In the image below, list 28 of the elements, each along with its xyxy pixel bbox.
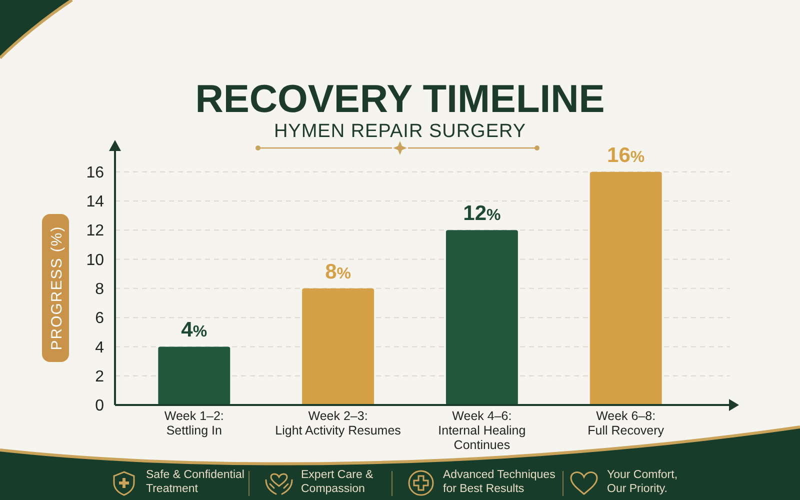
x-tick-label: Week 6–8: Full Recovery — [588, 409, 665, 438]
y-tick-label: 8 — [95, 281, 104, 298]
text: Safe & Confidential Treatment — [146, 469, 244, 495]
y-tick-label: 14 — [86, 194, 104, 211]
data-label: 16% — [607, 144, 645, 167]
chart-subtitle: HYMEN REPAIR SURGERY — [274, 121, 526, 142]
bar — [590, 172, 662, 405]
text: Your Comfort, Our Priority. — [607, 469, 678, 495]
y-tick-label: 6 — [95, 310, 104, 328]
text: Advanced Techniques for Best Results — [443, 469, 556, 495]
y-tick-label: 4 — [95, 339, 104, 356]
x-tick-label: Week 2–3: Light Activity Resumes — [275, 409, 401, 438]
y-tick-label: 12 — [86, 222, 104, 240]
y-tick-label: 16 — [86, 164, 104, 182]
x-tick-label: Week 4–6: Internal Healing Continues — [438, 409, 526, 452]
bar — [158, 346, 230, 405]
y-axis-title: PROGRESS (%) — [48, 226, 66, 350]
chart-title: RECOVERY TIMELINE — [195, 78, 605, 121]
y-tick-label: 0 — [95, 398, 104, 415]
data-label: 4% — [181, 318, 208, 342]
bar — [446, 230, 518, 405]
data-label: 8% — [325, 260, 352, 284]
text: Expert Care & Compassion — [301, 469, 374, 495]
bar — [302, 288, 374, 405]
y-tick-label: 10 — [86, 252, 104, 269]
data-label: 12% — [463, 202, 501, 226]
y-tick-label: 2 — [95, 368, 104, 386]
x-tick-label: Week 1–2: Settling In — [164, 409, 224, 438]
